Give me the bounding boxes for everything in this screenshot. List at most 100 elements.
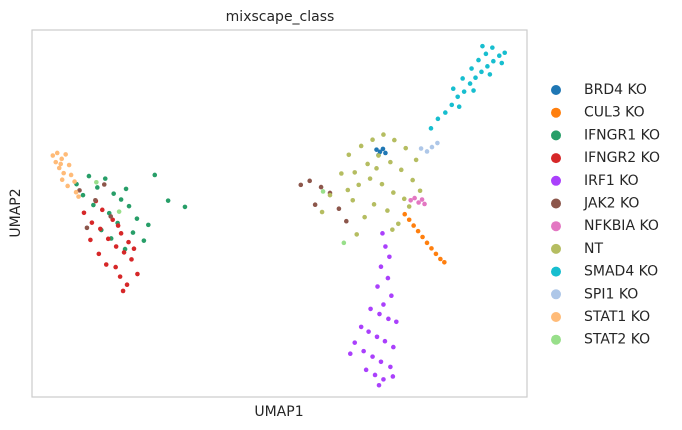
point xyxy=(435,140,440,146)
point xyxy=(417,188,423,194)
legend-marker xyxy=(551,85,561,95)
point xyxy=(380,146,386,152)
point xyxy=(354,232,360,237)
legend-marker xyxy=(551,243,561,254)
point xyxy=(368,306,373,312)
point xyxy=(131,246,137,252)
point xyxy=(499,60,505,66)
point xyxy=(383,244,388,249)
point xyxy=(456,104,462,110)
point xyxy=(358,143,364,149)
point xyxy=(182,204,188,210)
legend-label: NT xyxy=(584,241,603,257)
point xyxy=(86,173,92,179)
point xyxy=(416,200,421,205)
point xyxy=(429,144,435,150)
point xyxy=(130,230,136,235)
point xyxy=(419,197,425,202)
point xyxy=(433,251,439,257)
y-axis-label: UMAP2 xyxy=(8,188,24,237)
legend-marker xyxy=(551,130,561,141)
chart-title: mixscape_class xyxy=(226,9,335,25)
point xyxy=(394,319,399,325)
point xyxy=(121,250,127,255)
point xyxy=(81,210,87,216)
point xyxy=(476,57,481,63)
point xyxy=(152,172,158,178)
point xyxy=(415,228,421,234)
point xyxy=(319,209,325,215)
point xyxy=(68,172,74,178)
point xyxy=(391,344,396,350)
point xyxy=(490,45,495,50)
point xyxy=(413,157,419,163)
legend-marker xyxy=(551,312,561,322)
legend-marker xyxy=(551,334,561,345)
point xyxy=(406,204,412,209)
point xyxy=(146,222,151,228)
point xyxy=(88,237,93,243)
legend-marker xyxy=(551,153,561,164)
point xyxy=(298,182,304,188)
point xyxy=(483,51,489,57)
point xyxy=(418,146,424,151)
point xyxy=(374,334,380,340)
point xyxy=(141,238,147,243)
legend-label: STAT2 KO xyxy=(584,332,650,348)
point xyxy=(115,223,121,228)
point xyxy=(398,167,404,173)
point xyxy=(117,274,123,279)
point xyxy=(379,181,385,187)
point xyxy=(449,102,455,108)
point xyxy=(411,223,416,228)
point xyxy=(347,351,353,356)
point xyxy=(307,178,312,184)
point xyxy=(487,72,493,77)
point xyxy=(318,184,324,190)
point xyxy=(471,88,476,93)
point xyxy=(370,354,375,359)
point xyxy=(98,226,103,232)
point xyxy=(101,182,107,187)
point xyxy=(455,94,461,100)
point xyxy=(374,147,379,152)
point xyxy=(134,216,140,221)
point xyxy=(123,186,129,192)
point xyxy=(113,264,118,270)
point xyxy=(126,203,132,209)
point xyxy=(96,251,102,257)
point xyxy=(469,66,474,71)
point xyxy=(363,367,369,373)
point xyxy=(378,359,384,365)
point xyxy=(99,207,105,213)
legend-label: JAK2 KO xyxy=(583,196,639,212)
point xyxy=(113,244,119,249)
point xyxy=(467,81,473,86)
point xyxy=(366,329,371,334)
point xyxy=(410,177,415,183)
point xyxy=(479,69,484,75)
legend-marker xyxy=(551,107,561,118)
point xyxy=(371,202,377,207)
point xyxy=(116,209,122,214)
point xyxy=(59,177,65,183)
point xyxy=(95,185,100,190)
point xyxy=(438,256,443,262)
point xyxy=(424,149,430,154)
point xyxy=(361,348,366,354)
point xyxy=(77,188,82,193)
point xyxy=(480,43,485,49)
point xyxy=(80,192,86,198)
point xyxy=(54,150,60,156)
x-axis-label: UMAP1 xyxy=(254,404,303,420)
point xyxy=(380,231,385,236)
point xyxy=(381,132,386,137)
point xyxy=(312,202,318,207)
point xyxy=(401,196,407,202)
point xyxy=(339,171,344,176)
point xyxy=(376,382,382,388)
point xyxy=(111,191,116,196)
point xyxy=(84,225,90,231)
legend-marker xyxy=(551,289,561,300)
point xyxy=(352,340,358,345)
